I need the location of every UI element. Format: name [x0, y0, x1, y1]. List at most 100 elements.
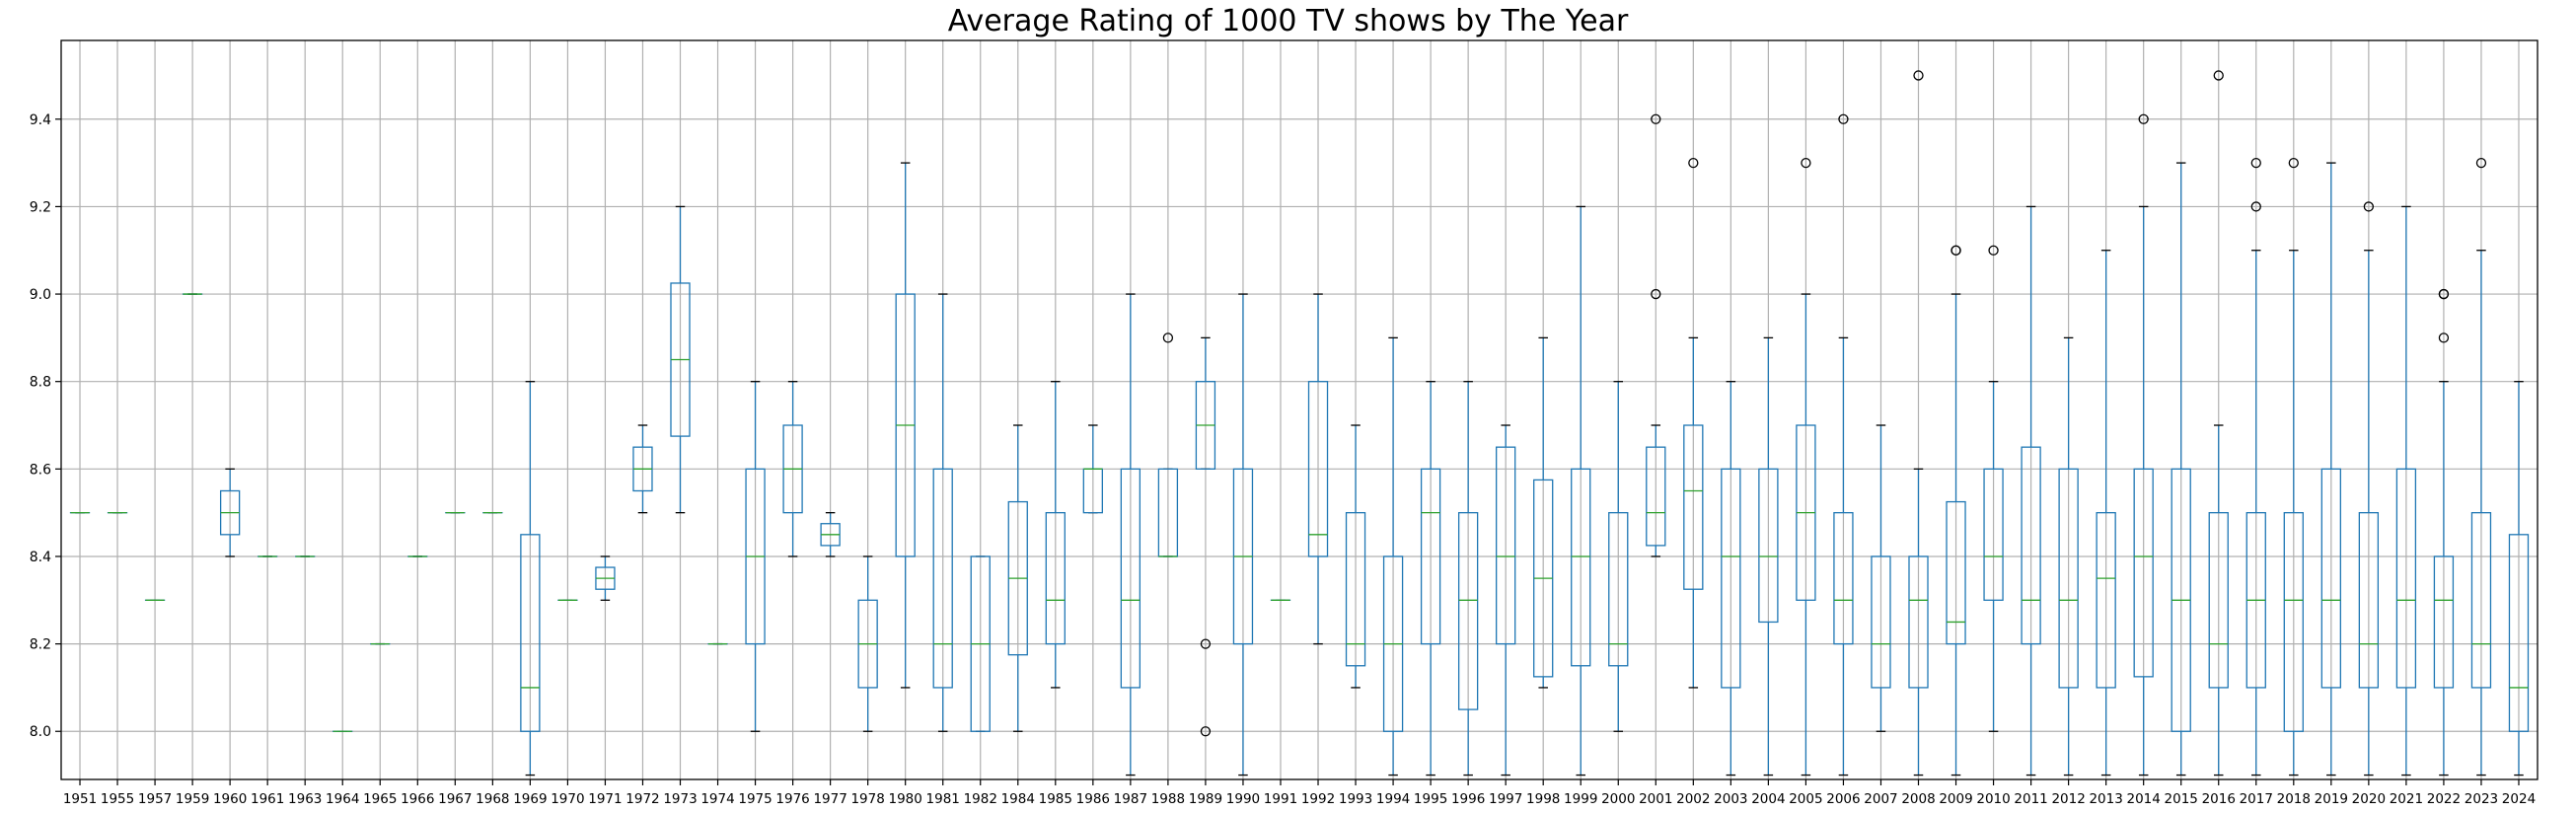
x-tick-label: 1990: [1226, 791, 1260, 807]
x-tick-label: 2023: [2465, 791, 2498, 807]
x-tick-label: 1999: [1564, 791, 1597, 807]
x-tick-label: 1966: [401, 791, 434, 807]
x-tick-label: 1967: [438, 791, 472, 807]
x-tick-label: 1971: [588, 791, 622, 807]
outlier-point: [2250, 201, 2261, 212]
box-1981: [932, 468, 953, 689]
outlier-point: [2250, 157, 2261, 169]
box-2003: [1721, 468, 1741, 689]
x-tick-label: 1960: [213, 791, 247, 807]
y-tick-label: 8.4: [30, 550, 51, 565]
box-2023: [2470, 512, 2492, 689]
y-tick-label: 8.6: [30, 462, 51, 478]
x-tick-label: 1980: [889, 791, 922, 807]
x-tick-label: 1996: [1451, 791, 1485, 807]
x-tick-label: 1955: [101, 791, 134, 807]
box-2002: [1683, 424, 1704, 590]
x-tick-label: 2006: [1826, 791, 1860, 807]
x-tick-label: 2012: [2051, 791, 2085, 807]
box-2000: [1608, 512, 1629, 667]
outlier-point: [1950, 245, 1961, 256]
x-tick-label: 1984: [1001, 791, 1035, 807]
x-tick-label: 1989: [1189, 791, 1222, 807]
box-1997: [1496, 446, 1516, 645]
x-tick-label: 1998: [1526, 791, 1560, 807]
x-tick-label: 1964: [326, 791, 359, 807]
box-2024: [2508, 534, 2530, 732]
x-tick-label: 1970: [551, 791, 584, 807]
y-tick-label: 8.0: [30, 724, 51, 740]
x-tick-label: 1992: [1301, 791, 1335, 807]
x-tick-label: 1988: [1151, 791, 1185, 807]
box-2020: [2358, 512, 2380, 689]
x-tick-label: 1997: [1489, 791, 1522, 807]
x-tick-label: 2024: [2502, 791, 2536, 807]
x-tick-label: 2001: [1639, 791, 1672, 807]
x-tick-label: 1974: [700, 791, 734, 807]
x-tick-label: 1951: [63, 791, 97, 807]
x-tick-label: 2011: [2014, 791, 2047, 807]
x-tick-label: 1987: [1114, 791, 1147, 807]
x-tick-label: 1965: [363, 791, 397, 807]
y-tick-label: 9.2: [30, 199, 51, 215]
x-tick-label: 2017: [2240, 791, 2273, 807]
x-tick-label: 2018: [2277, 791, 2311, 807]
y-tick-label: 9.4: [30, 112, 51, 128]
x-tick-label: 2016: [2202, 791, 2236, 807]
box-2012: [2058, 468, 2079, 689]
x-tick-label: 1976: [775, 791, 809, 807]
box-1995: [1420, 468, 1441, 645]
box-2019: [2320, 468, 2341, 689]
outlier-point: [1200, 638, 1212, 649]
x-tick-label: 1975: [738, 791, 772, 807]
box-2013: [2096, 512, 2116, 689]
x-tick-label: 1961: [251, 791, 284, 807]
y-tick-label: 9.0: [30, 287, 51, 303]
box-2011: [2021, 446, 2041, 645]
box-1996: [1457, 512, 1479, 710]
box-1992: [1307, 381, 1329, 557]
x-tick-label: 2008: [1901, 791, 1935, 807]
x-tick-label: 1978: [850, 791, 884, 807]
outlier-point: [1913, 70, 1924, 81]
x-tick-label: 2009: [1939, 791, 1972, 807]
x-tick-label: 2021: [2390, 791, 2423, 807]
box-2009: [1946, 500, 1966, 645]
x-tick-label: 1991: [1264, 791, 1297, 807]
y-tick-label: 8.8: [30, 375, 51, 391]
x-tick-label: 1959: [176, 791, 209, 807]
outlier-point: [1801, 157, 1811, 169]
x-tick-label: 2007: [1864, 791, 1897, 807]
x-tick-label: 2014: [2127, 791, 2161, 807]
x-tick-label: 1963: [288, 791, 322, 807]
outlier-point: [1838, 113, 1849, 124]
outlier-point: [2138, 113, 2149, 124]
box-2006: [1833, 512, 1854, 645]
box-2010: [1983, 468, 2004, 601]
x-tick-label: 1968: [476, 791, 509, 807]
x-tick-label: 2005: [1789, 791, 1822, 807]
x-tick-label: 2022: [2427, 791, 2461, 807]
outlier-point: [1200, 726, 1212, 737]
x-tick-label: 2013: [2089, 791, 2122, 807]
x-tick-label: 1995: [1414, 791, 1447, 807]
box-2022: [2433, 555, 2455, 689]
outlier-point: [2363, 201, 2375, 212]
chart-title: Average Rating of 1000 TV shows by The Y…: [947, 4, 1629, 38]
x-tick-label: 2002: [1676, 791, 1710, 807]
outlier-point: [1688, 157, 1699, 169]
box-2016: [2208, 512, 2229, 689]
x-tick-label: 1986: [1076, 791, 1110, 807]
box-1985: [1045, 512, 1066, 645]
x-tick-label: 1957: [138, 791, 172, 807]
x-tick-label: 2010: [1976, 791, 2010, 807]
x-tick-label: 1972: [626, 791, 659, 807]
box-2004: [1758, 468, 1779, 624]
x-tick-label: 1994: [1376, 791, 1410, 807]
box-2021: [2395, 468, 2417, 689]
outlier-point: [2475, 157, 2487, 169]
x-tick-label: 2003: [1714, 791, 1747, 807]
x-tick-label: 1993: [1339, 791, 1372, 807]
